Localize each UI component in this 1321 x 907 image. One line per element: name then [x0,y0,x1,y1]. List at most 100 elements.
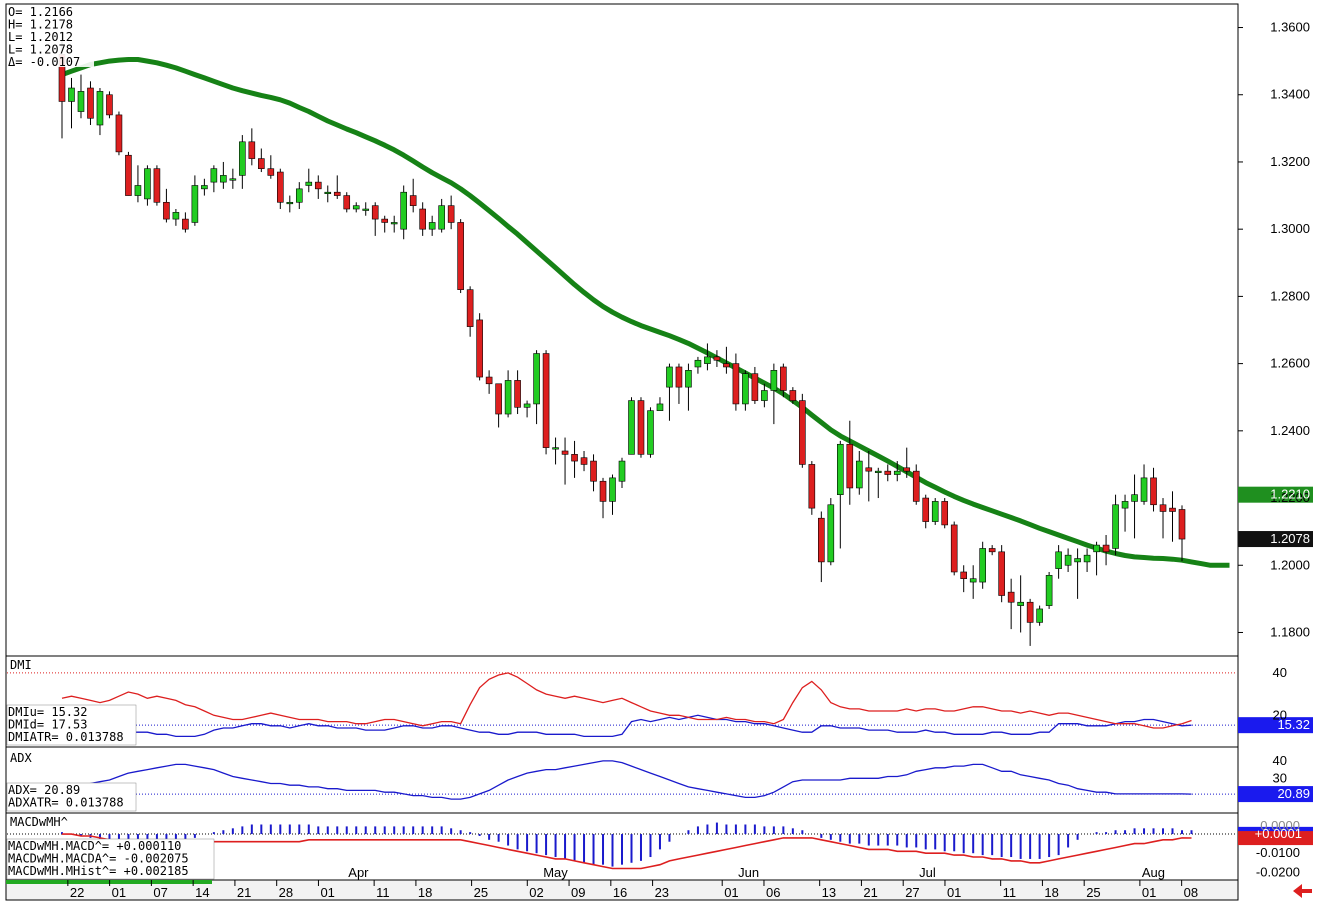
price-y-tick-label: 1.2400 [1270,423,1310,438]
candle-up [390,222,398,225]
candle-down [419,208,426,230]
x-tick-label: 11 [1003,885,1017,900]
ohlc-readout-line: H= 1.2178 [8,18,73,32]
candle-down [751,373,759,401]
candle-up [438,205,445,230]
candle-down [476,319,483,378]
dmi-layer [6,672,1313,746]
adx-panel-frame [5,746,1239,814]
candle-down [922,497,930,522]
adx-badge-label: 20.89 [1277,786,1310,801]
ohlc-readout-line: O= 1.2166 [8,5,73,19]
x-month-label: May [543,865,568,880]
candle-down [163,201,170,220]
x-tick-label: 21 [237,885,251,900]
price-badge-label: 1.2078 [1270,531,1310,546]
candle-down [542,353,550,448]
candle-down [115,114,123,153]
x-tick-label: 01 [320,885,334,900]
candle-down [314,181,322,190]
x-tick-label: 18 [1044,885,1058,900]
x-tick-label: 11 [376,885,390,900]
candle-up [893,470,901,475]
candle-up [628,400,635,455]
dmi-y-tick-label: 20 [1273,707,1287,722]
candle-up [704,356,711,364]
adx-layer [6,760,1313,812]
x-month-label: Jul [919,865,936,880]
dmi-badge-label: 15.32 [1277,717,1310,732]
candle-up [827,504,835,563]
macd-y-tick-label: -0.0100 [1256,845,1300,860]
text-layer: 1.3600 1.3400 1.3200 1.3000 1.2800 1.2600 1.24… [8,5,1310,900]
candle-down [561,450,569,455]
candle-up [770,370,778,391]
scroll-right-arrow-icon[interactable] [1293,884,1312,898]
x-tick-label: 01 [724,885,738,900]
macd-title: MACDwMH^ [10,815,68,829]
candle-down [182,218,189,230]
candle-up [1074,558,1081,563]
candle-up [144,168,151,200]
candle-down [125,154,132,196]
candle-up [305,181,313,186]
candle-up [1140,477,1148,502]
candle-up [618,460,626,482]
candle-up [172,212,180,220]
candle-down [248,141,256,159]
ohlc-readout-line: L= 1.2012 [8,30,73,44]
candle-up [210,168,218,183]
price-y-tick-label: 1.3400 [1270,87,1310,102]
candle-up [685,370,692,388]
candle-down [277,171,284,203]
x-tick-label: 28 [279,885,293,900]
candle-up [1112,504,1119,549]
candle-up [1017,601,1024,606]
x-month-label: Jun [738,865,759,880]
candle-down [903,467,911,472]
x-tick-label: 25 [474,885,488,900]
price-y-tick-label: 1.3000 [1270,221,1310,236]
macd-readout-line: MACDwMH.MACDA^= -0.002075 [8,852,189,866]
candle-down [457,222,464,290]
candle-down [1026,601,1034,623]
candle-up [352,205,360,210]
candle-down [153,168,161,203]
dmi-readout-line: DMId= 17.53 [8,718,87,732]
scroll-indicator[interactable] [6,880,212,884]
candle-up [647,410,654,455]
dmi-readout-line: DMIATR= 0.013788 [8,730,124,744]
x-tick-label: 01 [112,885,126,900]
macd-layer [6,822,1313,880]
candle-up [1064,554,1072,566]
candle-up [77,91,85,112]
x-tick-label: 16 [613,885,627,900]
price-y-tick-label: 1.2600 [1270,356,1310,371]
dmi-y-tick-label: 40 [1273,665,1287,680]
ohlc-readout-line: L= 1.2078 [8,43,73,57]
candle-down [371,205,379,220]
candle-down [941,501,949,526]
candle-down [998,551,1005,596]
candle-down [1159,504,1167,512]
adx-readout-box [6,782,137,812]
candle-up [286,201,294,205]
adx-readout-line: ADX= 20.89 [8,783,80,797]
price-badge-label: 1.2210 [1270,487,1310,502]
adx-y-tick-label: 40 [1273,753,1287,768]
candle-up [979,548,986,583]
adx-line [61,760,1192,800]
candle-down [988,548,996,553]
candle-down [808,464,816,509]
adx-y-tick-label: 30 [1273,770,1287,785]
ohlc-readout-box [7,5,94,67]
candle-down [447,205,455,223]
adx-badge [1238,786,1313,803]
price-y-tick-label: 1.3600 [1270,20,1310,35]
x-tick-label: 22 [70,885,84,900]
dmi-line-dmid [61,672,1192,729]
candle-up [969,578,977,583]
candle-down [799,400,806,465]
candle-down [1169,507,1176,512]
